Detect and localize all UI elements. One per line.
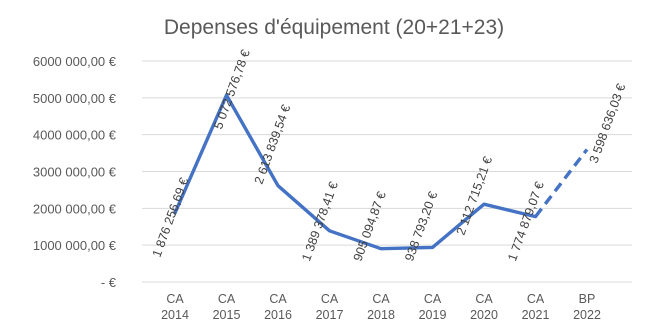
data-label: 1 774 879,07 € [505,180,547,263]
x-tick-label: 2017 [316,308,344,322]
x-tick-label: CA [527,292,545,306]
x-tick-label: BP [579,292,596,306]
y-tick-label: 2000 000,00 € [33,201,117,216]
y-tick-label: 3000 000,00 € [33,165,117,180]
y-tick-label: 6000 000,00 € [33,54,117,69]
data-labels: 1 876 256,69 €5 072 576,78 €2 613 839,54… [150,48,629,263]
chart-title: Depenses d'équipement (20+21+23) [164,16,504,39]
x-axis-ticks: CA 2014 CA 2015 CA 2016 CA 2017 CA 2018 CA 2019 CA 20… [161,292,601,322]
series-line-forecast [534,148,589,218]
series-line-group [173,93,589,251]
series-line [173,93,538,251]
x-tick-label: 2016 [264,308,292,322]
data-label: 1 876 256,69 € [150,176,192,259]
data-label: 938 793,20 € [402,190,440,263]
x-tick-label: CA [166,292,184,306]
y-tick-label: - € [101,275,117,290]
x-tick-label: 2021 [522,308,550,322]
x-tick-label: 2020 [470,308,498,322]
x-tick-label: 2022 [573,308,601,322]
data-label: 2 112 715,21 € [454,155,495,237]
data-label: 3 598 636,03 € [587,82,629,165]
x-tick-label: 2019 [419,308,447,322]
y-axis-ticks: - € 1000 000,00 € 2000 000,00 € 3000 000,00… [33,54,117,290]
x-tick-label: CA [321,292,339,306]
data-label: 1 389 378,41 € [299,180,341,263]
y-tick-label: 4000 000,00 € [33,128,117,143]
data-label: 5 072 576,78 € [211,48,253,131]
y-tick-label: 1000 000,00 € [33,238,117,253]
x-tick-label: CA [269,292,287,306]
data-label: 905 094,87 € [351,190,389,263]
x-tick-label: 2015 [213,308,241,322]
x-tick-label: CA [372,292,390,306]
y-tick-label: 5000 000,00 € [33,91,117,106]
x-tick-label: CA [475,292,493,306]
x-tick-label: 2014 [161,308,189,322]
x-tick-label: 2018 [367,308,395,322]
x-tick-label: CA [424,292,442,306]
x-tick-label: CA [218,292,236,306]
